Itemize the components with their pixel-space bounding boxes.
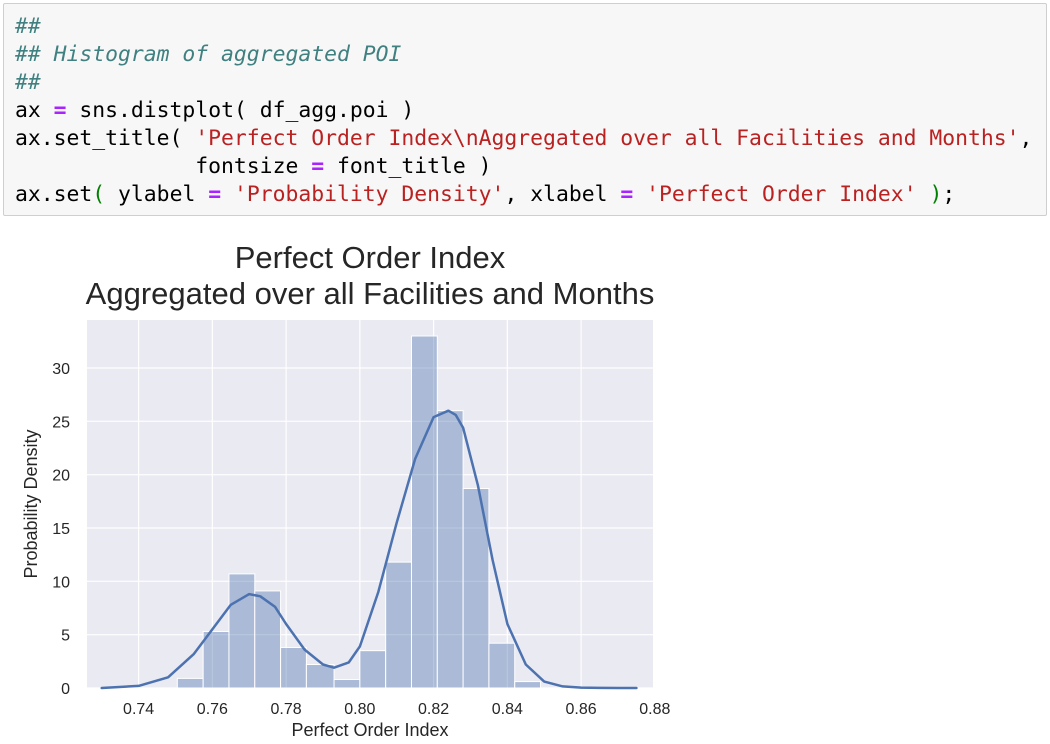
code-token: = <box>53 98 67 123</box>
x-tick-labels: 0.74 0.76 0.78 0.80 0.82 0.84 0.86 0.88 <box>123 701 670 718</box>
code-cell-input[interactable]: ## ## Histogram of aggregated POI ## ax … <box>3 3 1047 216</box>
code-token: font_title ) <box>324 154 492 179</box>
code-token: ## Histogram of aggregated POI <box>15 42 402 67</box>
histogram-bar <box>359 650 387 689</box>
y-tick-label: 30 <box>52 361 70 378</box>
kde-curve <box>100 409 638 690</box>
histogram-bar <box>305 664 335 689</box>
histogram-bar <box>410 335 438 689</box>
x-tick-label: 0.88 <box>639 701 670 718</box>
x-tick-label: 0.76 <box>197 701 228 718</box>
code-line: ax = sns.distplot( df_agg.poi ) <box>15 98 414 123</box>
x-tick-label: 0.84 <box>492 701 523 718</box>
code-token: ; <box>942 182 956 207</box>
code-token: fontsize <box>15 154 312 179</box>
histogram-bar <box>228 573 256 689</box>
code-token: = <box>208 182 222 207</box>
code-token: = <box>311 154 325 179</box>
histogram-bar <box>514 681 542 689</box>
distplot-chart: 0.74 0.76 0.78 0.80 0.82 0.84 0.86 0.88 0 5 10 15 2… <box>21 240 671 740</box>
y-tick-label: 5 <box>61 628 70 645</box>
code-token: ax.set <box>15 182 93 207</box>
y-tick-label: 10 <box>52 574 70 591</box>
code-token: ax <box>15 98 54 123</box>
code-token: , <box>1019 126 1033 151</box>
code-token <box>221 182 234 207</box>
code-line: ## Histogram of aggregated POI <box>15 42 401 67</box>
code-token <box>917 182 930 207</box>
x-gridlines <box>138 320 656 688</box>
chart-title-line-2: Aggregated over all Facilities and Month… <box>86 276 655 311</box>
y-tick-label: 25 <box>52 414 70 431</box>
code-token: = <box>620 182 634 207</box>
code-token <box>633 182 646 207</box>
code-line: ## <box>15 14 41 39</box>
histogram-bar <box>385 561 412 689</box>
code-token: ## <box>15 14 41 39</box>
y-axis-label: Probability Density <box>21 429 41 578</box>
code-editor[interactable]: ## ## Histogram of aggregated POI ## ax … <box>15 13 1032 209</box>
code-token: ( <box>92 182 106 207</box>
code-line: ax.set_title( 'Perfect Order Index\nAggr… <box>15 126 1032 151</box>
y-tick-label: 0 <box>61 681 70 698</box>
code-line: fontsize = font_title ) <box>15 154 492 179</box>
code-token: sns.distplot( df_agg.poi ) <box>66 98 415 123</box>
y-tick-label: 20 <box>52 468 70 485</box>
y-tick-label: 15 <box>52 521 70 538</box>
histogram-bar <box>436 410 464 689</box>
x-tick-label: 0.86 <box>566 701 597 718</box>
histogram-bar <box>176 677 204 689</box>
code-token: 'Perfect Order Index' <box>646 182 917 207</box>
code-token: , xlabel <box>504 182 621 207</box>
histogram-bar <box>254 590 282 689</box>
code-token: ylabel <box>105 182 209 207</box>
histogram-bar <box>488 642 516 689</box>
x-tick-label: 0.74 <box>123 701 154 718</box>
code-token: ## <box>15 70 41 95</box>
histogram-bar <box>333 678 361 689</box>
chart-title-line-1: Perfect Order Index <box>235 240 506 275</box>
code-token: 'Perfect Order Index\nAggregated over al… <box>195 126 1020 151</box>
x-tick-label: 0.82 <box>418 701 449 718</box>
x-tick-label: 0.78 <box>271 701 302 718</box>
plot-background <box>87 320 653 688</box>
code-token: 'Probability Density' <box>233 182 505 207</box>
x-tick-label: 0.80 <box>344 701 375 718</box>
x-axis-label: Perfect Order Index <box>291 720 448 739</box>
code-token: ) <box>929 182 943 207</box>
histogram-bars <box>176 335 542 689</box>
histogram-bar <box>202 630 230 689</box>
cell-output: 0.74 0.76 0.78 0.80 0.82 0.84 0.86 0.88 0 5 10 15 2… <box>0 228 1050 740</box>
y-tick-labels: 0 5 10 15 20 25 30 <box>52 361 70 698</box>
code-token: ax.set_title( <box>15 126 196 151</box>
histogram-bar <box>280 646 307 689</box>
code-line: ax.set( ylabel = 'Probability Density', … <box>15 182 955 207</box>
code-line: ## <box>15 70 41 95</box>
